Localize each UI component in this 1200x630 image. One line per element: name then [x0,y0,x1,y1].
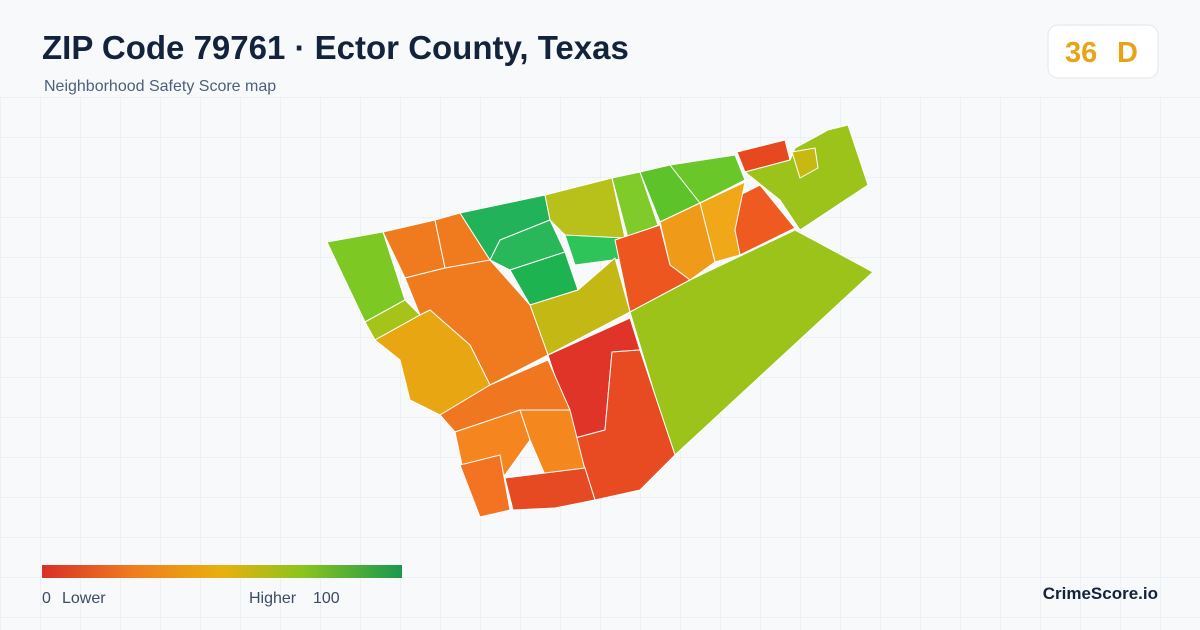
region [504,467,596,511]
score-grade: D [1117,37,1138,69]
legend-max: 100 [313,590,340,607]
region [544,177,626,239]
region [791,147,819,179]
subtitle: Neighborhood Safety Score map [44,78,276,95]
zip-map [326,124,874,518]
legend-gradient [42,565,402,578]
region [614,224,691,313]
region [459,454,511,518]
region [669,154,746,204]
region [611,171,659,239]
legend-min-label: Lower [62,590,106,607]
legend: 0 Lower Higher 100 [42,565,402,607]
brand: CrimeScore.io [1043,584,1158,603]
badge-box [1047,24,1159,79]
title: ZIP Code 79761 · Ector County, Texas [42,29,629,66]
region [744,124,869,231]
legend-max-label: Higher [249,590,297,607]
region [574,349,676,501]
score-value: 36 [1065,37,1097,69]
region [489,219,566,271]
region [454,409,531,476]
legend-min: 0 [42,590,51,607]
score-badge: 36 D [1047,24,1159,79]
